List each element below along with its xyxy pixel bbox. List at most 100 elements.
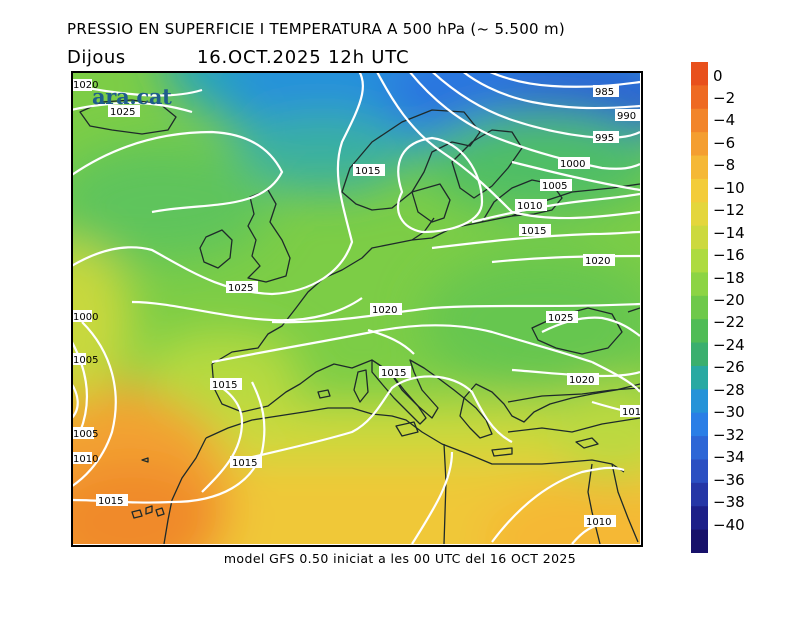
svg-text:1015: 1015 [355,166,380,177]
legend-tick-label: −32 [713,425,745,444]
legend-tick-label: −20 [713,291,745,309]
legend-swatch [691,412,708,437]
svg-text:1025: 1025 [110,107,135,118]
legend-tick-label: −14 [713,223,745,242]
svg-text:1015: 1015 [381,368,406,379]
isobar-label: 1020 [72,79,98,91]
forecast-day: Dijous [67,47,126,68]
isobar-label: 1020 [370,303,402,316]
forecast-datetime: 16.OCT.2025 12h UTC [197,47,410,68]
legend-swatch [691,482,708,507]
legend-tick-label: −40 [713,515,745,534]
legend-tick-label: −38 [713,493,745,512]
model-info: model GFS 0.50 iniciat a les 00 UTC del … [223,551,577,566]
weather-map: 1020 1025 985 990 995 1000 1005 1010 101… [72,72,640,544]
svg-text:1020: 1020 [585,256,610,267]
legend-tick-label: −28 [713,380,745,399]
temperature-legend [691,62,708,553]
svg-text:1010: 1010 [586,517,611,528]
isobar-label: 1015 [353,164,385,177]
legend-labels: 0 −2 −4 −6 −8 −10 −12 −14 −16 −18 −20 −22 −24 −26 −28 −… [713,62,773,553]
legend-tick-label: −2 [713,89,736,107]
isobar-label: 1000 [72,310,98,323]
isobar-label: 985 [593,85,619,98]
isobar-label: 1015 [620,405,640,418]
ara-cat-logo[interactable]: ara.cat [92,84,172,109]
isobar-label: 1015 [96,494,128,507]
legend-swatch [691,249,708,273]
svg-text:1025: 1025 [228,283,253,294]
isobar-label: 995 [593,131,619,144]
legend-tick-label: −24 [713,335,745,354]
legend-swatch [691,178,708,203]
legend-swatch [691,225,708,250]
isobar-label: 1005 [540,179,572,192]
isobar-label: 1025 [546,311,578,324]
isobar-label: 1025 [226,281,258,294]
isobar-label: 1005 [72,427,98,440]
isobar-label: 1015 [519,224,551,237]
svg-text:1010: 1010 [73,454,98,465]
legend-swatch [691,529,708,553]
legend-swatch [691,155,708,180]
svg-text:1005: 1005 [73,429,98,440]
legend-swatch [691,85,708,110]
svg-text:1000: 1000 [73,312,98,323]
legend-swatch [691,62,708,86]
isobar-label: 1015 [210,378,242,391]
legend-tick-label: −4 [713,111,736,130]
svg-text:1015: 1015 [232,458,257,469]
svg-text:990: 990 [617,111,636,122]
legend-swatch [691,202,708,227]
svg-text:995: 995 [595,133,614,144]
isobar-label: 1015 [230,456,262,469]
svg-text:1020: 1020 [569,375,594,386]
svg-text:1015: 1015 [622,407,640,418]
legend-tick-label: −36 [713,470,745,489]
legend-swatch [691,365,708,390]
svg-text:1005: 1005 [73,355,98,366]
legend-swatch [691,295,708,320]
legend-swatch [691,132,708,157]
isobar-label: 1010 [72,452,98,465]
legend-swatch [691,108,708,133]
svg-text:1015: 1015 [212,380,237,391]
svg-text:1025: 1025 [548,313,573,324]
isobar-label: 1025 [108,105,140,118]
legend-tick-label: −6 [713,133,736,152]
legend-tick-label: −26 [713,358,745,377]
isobar-label: 1015 [379,366,411,379]
legend-tick-label: −16 [713,246,745,265]
isobar-label: 1010 [584,515,616,528]
svg-text:985: 985 [595,87,614,98]
legend-tick-label: −10 [713,178,745,197]
isobar-label: 990 [615,109,640,122]
legend-tick-label: −30 [713,403,745,422]
legend-tick-label: 0 [713,66,723,85]
isobar-label: 1020 [583,254,615,267]
legend-swatch [691,436,708,460]
isobar-label: 1000 [558,157,590,170]
legend-swatch [691,389,708,414]
legend-swatch [691,319,708,344]
svg-text:1005: 1005 [542,181,567,192]
isobar-label: 1005 [72,353,98,366]
legend-swatch [691,342,708,367]
legend-tick-label: −34 [713,448,745,467]
legend-tick-label: −12 [713,201,745,220]
chart-title: PRESSIO EN SUPERFICIE I TEMPERATURA A 50… [67,20,566,38]
legend-tick-label: −22 [713,313,745,332]
legend-swatch [691,459,708,484]
isobar-label: 1020 [567,373,599,386]
svg-text:1010: 1010 [517,201,542,212]
svg-text:1020: 1020 [73,80,98,91]
svg-text:1020: 1020 [372,305,397,316]
svg-text:1015: 1015 [521,226,546,237]
legend-tick-label: −18 [713,268,745,287]
legend-swatch [691,506,708,531]
legend-tick-label: −8 [713,156,736,175]
svg-text:1015: 1015 [98,496,123,507]
isobar-label: 1010 [515,199,547,212]
svg-text:1000: 1000 [560,159,585,170]
legend-swatch [691,272,708,297]
